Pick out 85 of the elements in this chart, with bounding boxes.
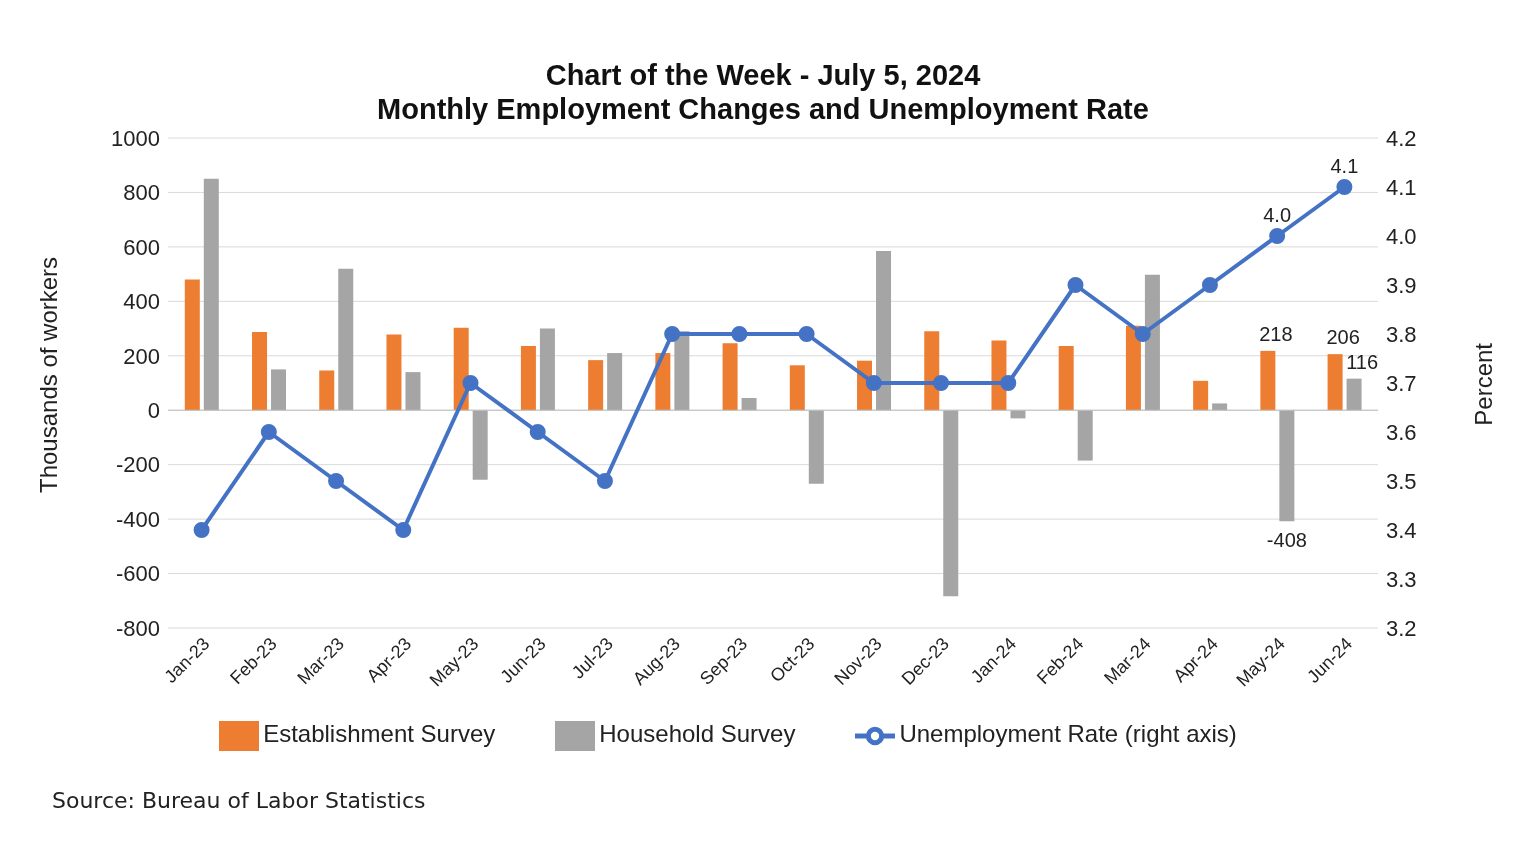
bar — [539, 328, 555, 411]
data-label: 116 — [1346, 350, 1379, 373]
bar — [1260, 350, 1276, 411]
point — [395, 522, 412, 538]
y-tick-label: -600 — [115, 561, 160, 587]
y-tick-label: 1000 — [111, 125, 160, 151]
bar — [405, 372, 421, 411]
point — [260, 424, 277, 440]
y2-axis-title: Percent — [1469, 342, 1497, 426]
point — [664, 326, 681, 342]
y2-tick-label: 3.8 — [1386, 321, 1417, 347]
point — [328, 473, 345, 489]
chart-subtitle: Monthly Employment Changes and Unemployment Rate — [376, 92, 1150, 126]
y-tick-label: 800 — [123, 180, 160, 206]
bar — [1144, 274, 1160, 411]
bar — [520, 345, 536, 411]
y2-tick-label: 3.5 — [1386, 468, 1417, 494]
point — [1067, 277, 1084, 293]
bar — [655, 353, 671, 411]
point — [1134, 326, 1151, 342]
y2-tick-label: 3.9 — [1386, 272, 1417, 298]
y-tick-label: 0 — [147, 398, 160, 424]
bar — [203, 178, 219, 411]
bar — [1279, 410, 1295, 522]
data-label: -408 — [1266, 529, 1307, 552]
bar — [722, 343, 738, 411]
y2-tick-label: 3.4 — [1386, 517, 1417, 543]
bar — [1125, 325, 1141, 411]
bar — [1346, 378, 1362, 411]
bar — [808, 410, 824, 484]
point — [462, 375, 479, 391]
bar — [588, 360, 604, 411]
data-label: 4.0 — [1263, 204, 1292, 226]
bar — [252, 332, 268, 411]
y2-tick-label: 4.2 — [1386, 125, 1417, 151]
y2-tick-label: 3.3 — [1386, 566, 1417, 592]
point — [1336, 179, 1353, 195]
point — [529, 424, 546, 440]
legend-label: Household Survey — [599, 720, 796, 748]
point — [596, 473, 613, 489]
y2-tick-label: 4.1 — [1386, 174, 1417, 200]
bar — [1212, 403, 1228, 411]
data-label: 218 — [1259, 322, 1293, 345]
y-tick-label: -400 — [115, 506, 160, 532]
y-tick-label: 600 — [123, 234, 160, 260]
y2-tick-label: 3.2 — [1386, 615, 1417, 641]
point — [193, 522, 210, 538]
bar — [271, 369, 287, 411]
legend-label: Unemployment Rate (right axis) — [899, 720, 1237, 748]
bar — [1327, 354, 1343, 411]
bar — [1193, 380, 1209, 411]
point — [1201, 277, 1218, 293]
bar — [607, 353, 623, 411]
data-label: 4.1 — [1330, 155, 1359, 177]
y-tick-label: 400 — [123, 289, 160, 315]
legend-label: Establishment Survey — [263, 720, 496, 748]
chart-title: Chart of the Week - July 5, 2024 — [544, 58, 982, 92]
y-tick-label: -200 — [115, 452, 160, 478]
bar — [1077, 410, 1093, 461]
bar — [876, 250, 892, 411]
bar — [674, 331, 690, 411]
bar — [741, 397, 757, 411]
y2-tick-label: 3.6 — [1386, 419, 1417, 445]
point — [933, 375, 950, 391]
bar — [184, 279, 200, 411]
point — [865, 375, 882, 391]
bar — [472, 410, 488, 480]
bar — [943, 410, 959, 597]
y-tick-label: -800 — [115, 615, 160, 641]
bar — [386, 334, 402, 411]
data-label: 206 — [1326, 326, 1360, 349]
y2-tick-label: 3.7 — [1386, 370, 1417, 396]
bar — [1058, 345, 1074, 411]
bar — [924, 331, 940, 411]
point — [798, 326, 815, 342]
source-note: Source: Bureau of Labor Statistics — [52, 788, 427, 813]
bar — [789, 365, 805, 411]
bar — [319, 370, 335, 411]
bar — [338, 268, 354, 411]
y-axis-title: Thousands of workers — [34, 256, 62, 493]
point — [1269, 228, 1286, 244]
y2-tick-label: 4.0 — [1386, 223, 1417, 249]
point — [731, 326, 748, 342]
y-tick-label: 200 — [123, 343, 160, 369]
point — [1000, 375, 1017, 391]
